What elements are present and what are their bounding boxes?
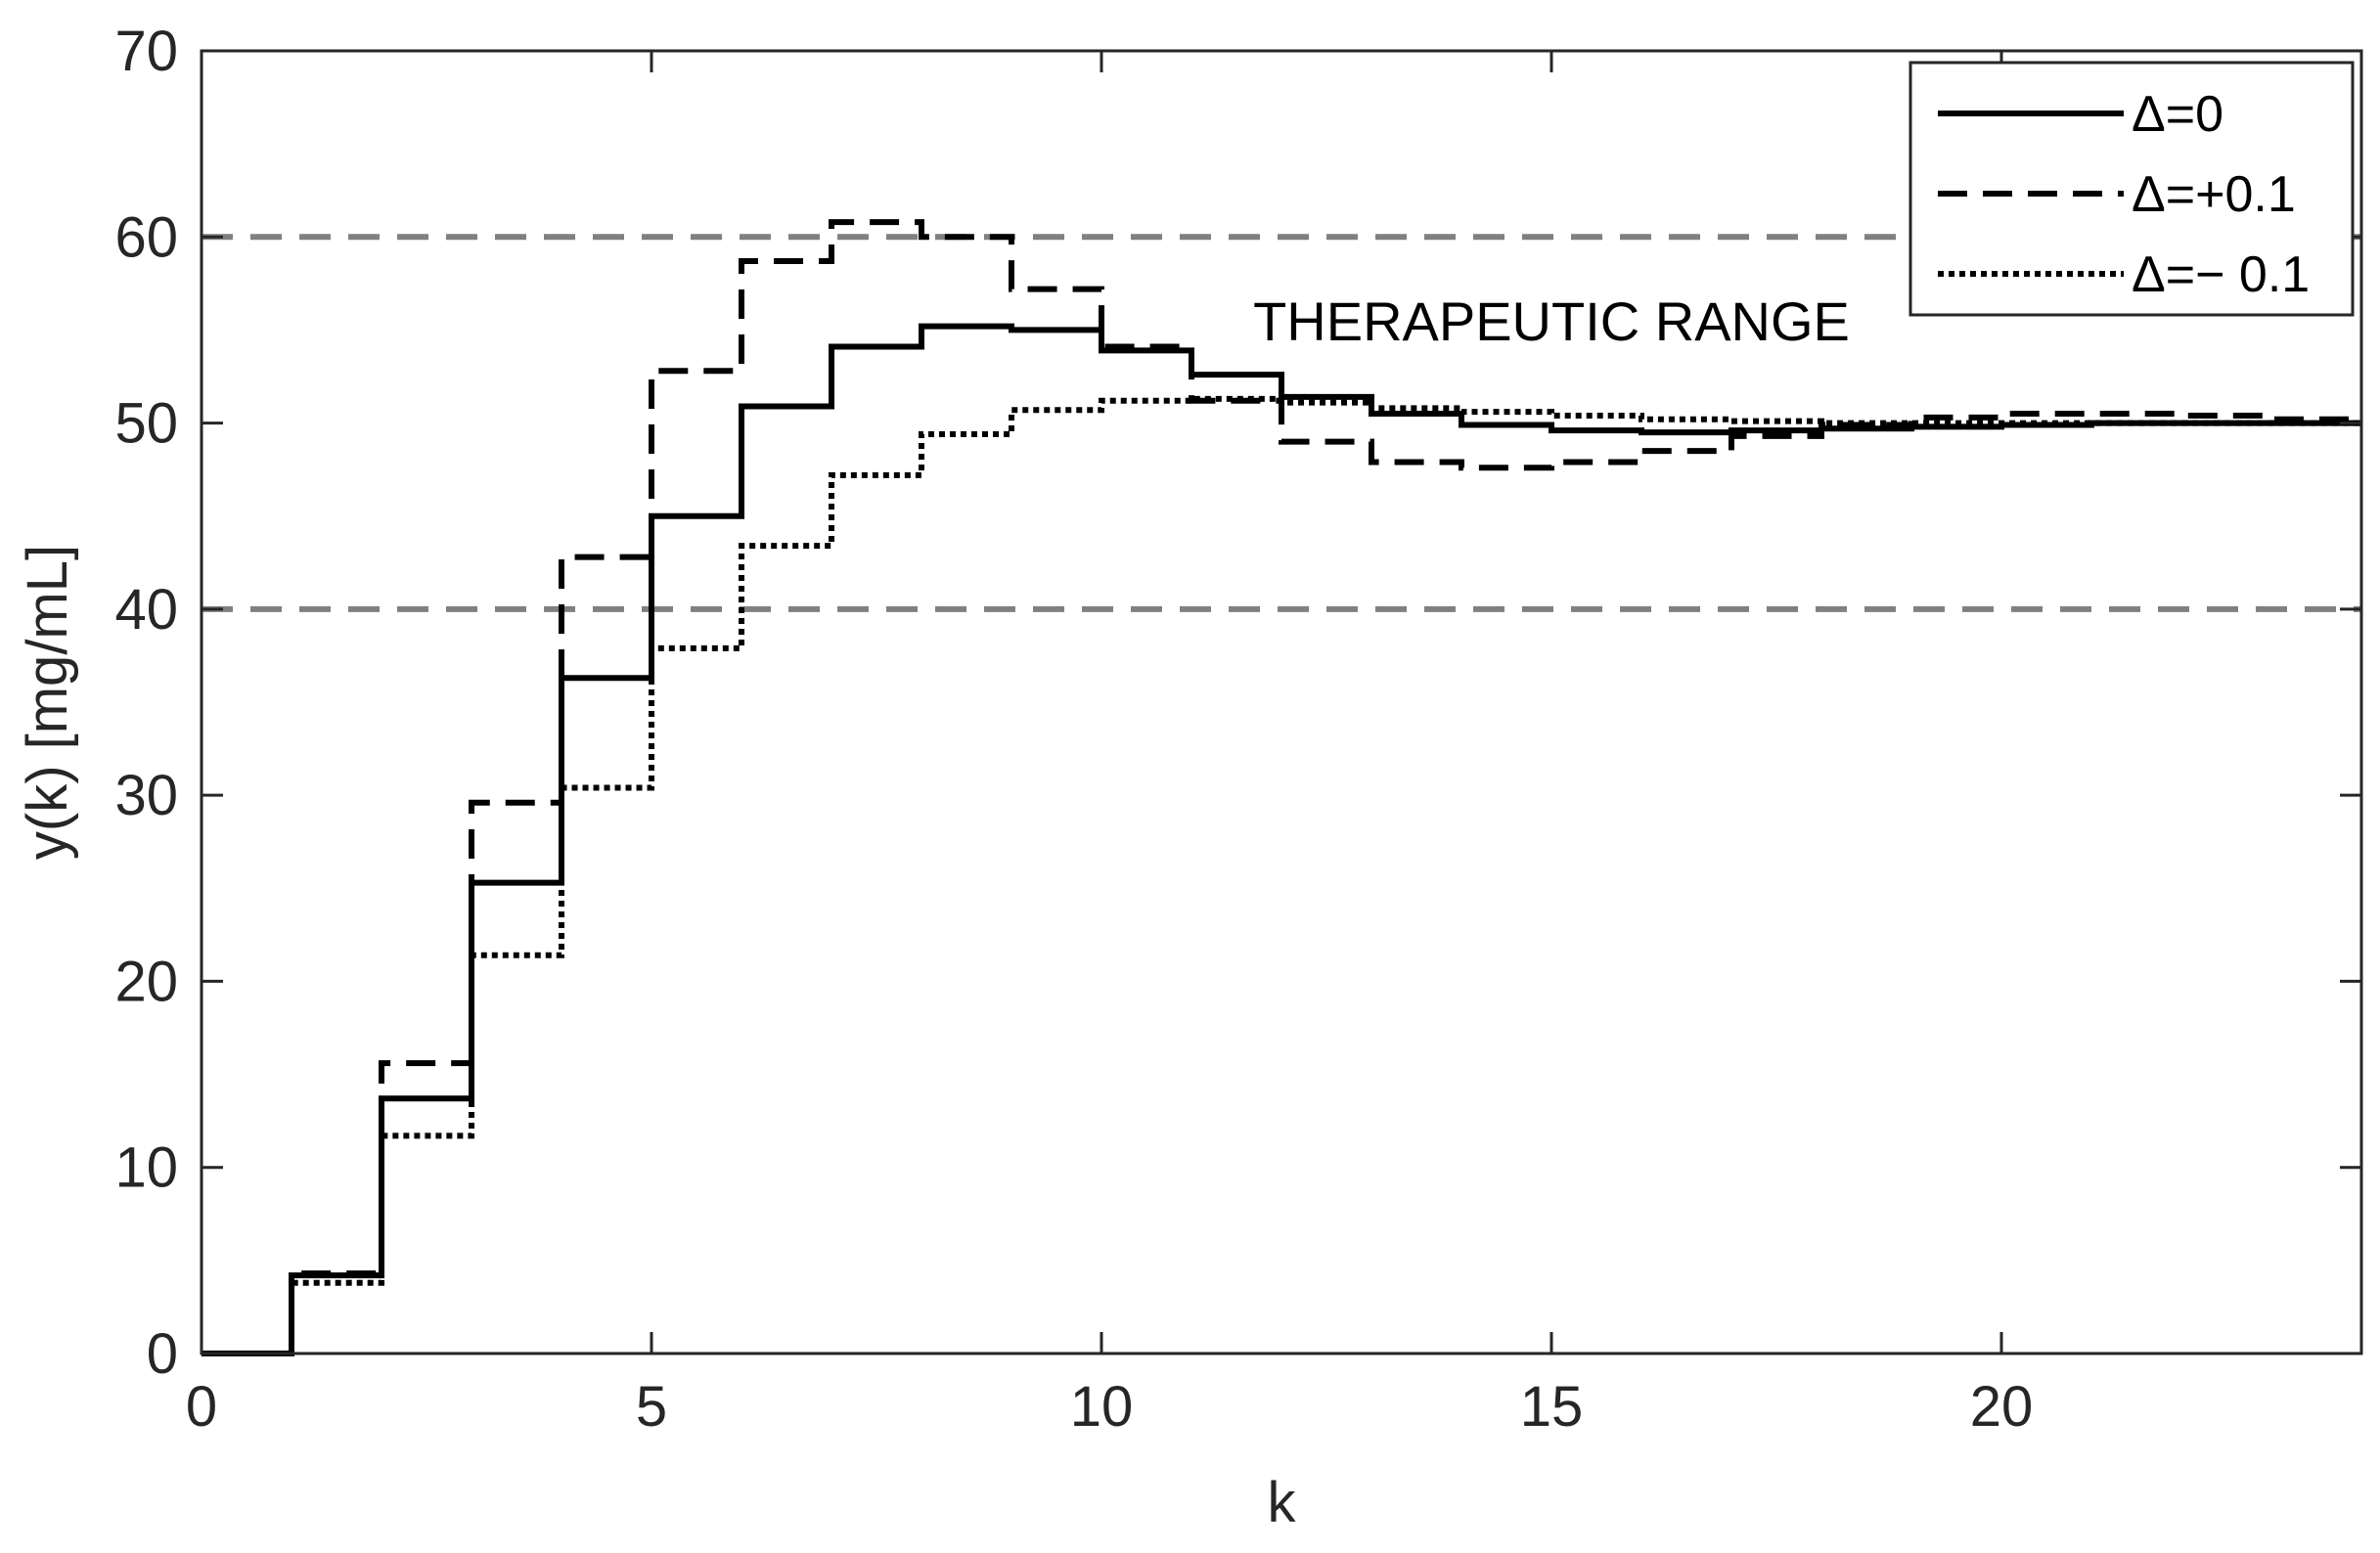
x-tick-label: 0 [186,1375,217,1439]
plot-frame [200,49,2363,1355]
x-tick-label: 5 [636,1375,667,1439]
series-layer [202,219,2361,1356]
y-tick-label: 30 [114,764,178,827]
y-tick-label: 40 [114,578,178,642]
tick-labels: 0 5 10 15 20 0 10 20 30 40 50 60 70 [114,20,2033,1439]
legend-label-2: Δ=+0.1 [2132,166,2296,223]
y-axis-label: y(k) [mg/mL] [16,545,79,860]
x-axis-label: k [1268,1471,1297,1534]
x-tick-label: 15 [1520,1375,1584,1439]
y-tick-label: 0 [147,1322,178,1386]
y-tick-label: 10 [114,1136,178,1200]
y-tick-label: 50 [114,392,178,456]
legend-label-1: Δ=0 [2132,86,2223,143]
y-tick-label: 60 [114,205,178,269]
legend-label-3: Δ=− 0.1 [2132,246,2310,303]
y-tick-label: 20 [114,950,178,1013]
x-tick-label: 20 [1970,1375,2034,1439]
therapeutic-range-annotation: THERAPEUTIC RANGE [1253,290,1850,352]
legend: Δ=0 Δ=+0.1 Δ=− 0.1 [1908,61,2355,317]
series-line-3 [202,395,2361,1356]
y-tick-label: 70 [114,20,178,83]
x-tick-label: 10 [1070,1375,1134,1439]
